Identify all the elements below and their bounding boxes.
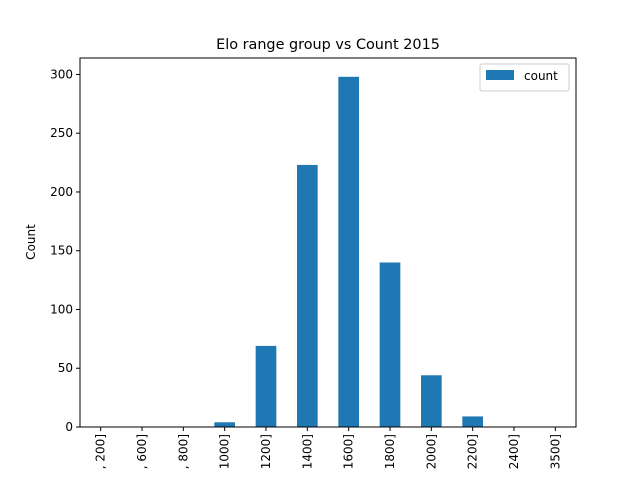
y-tick-label: 150 bbox=[50, 244, 73, 258]
chart-title: Elo range group vs Count 2015 bbox=[216, 37, 440, 53]
x-tick-label: 2200] bbox=[466, 434, 480, 469]
x-tick-label: 1200] bbox=[259, 434, 273, 469]
y-tick-label: 100 bbox=[50, 302, 73, 316]
y-axis-label: Count bbox=[24, 224, 38, 260]
bar bbox=[297, 164, 318, 427]
plot-area: 0 50 100 150 200 250 300 , 200] , 600] , 800] 1000… bbox=[50, 57, 577, 469]
x-tick-label: 1600] bbox=[342, 434, 356, 469]
bar bbox=[338, 76, 359, 427]
y-tick-label: 250 bbox=[50, 126, 73, 140]
x-tick-label: 3500] bbox=[548, 434, 562, 469]
bar bbox=[379, 262, 401, 427]
x-tick-label: 1400] bbox=[300, 434, 314, 469]
x-tick-label: , 600] bbox=[135, 434, 149, 469]
bar bbox=[462, 416, 483, 427]
y-tick-label: 50 bbox=[58, 361, 73, 375]
bar bbox=[214, 422, 235, 427]
y-tick-label: 300 bbox=[50, 67, 73, 81]
x-tick-label: , 800] bbox=[176, 434, 190, 469]
legend-label: count bbox=[524, 69, 558, 83]
x-tick-label: 1800] bbox=[383, 434, 397, 469]
y-tick-label: 0 bbox=[65, 420, 73, 434]
y-tick-label: 200 bbox=[50, 185, 73, 199]
x-tick-label: 2400] bbox=[507, 434, 521, 469]
x-tick-label: 1000] bbox=[218, 434, 232, 469]
legend: count bbox=[479, 63, 570, 92]
bar bbox=[421, 375, 442, 427]
bar bbox=[255, 345, 277, 427]
x-tick-label: 2000] bbox=[424, 434, 438, 469]
legend-swatch bbox=[486, 70, 514, 80]
x-tick-label: , 200] bbox=[94, 434, 108, 469]
axes-frame bbox=[79, 57, 577, 428]
